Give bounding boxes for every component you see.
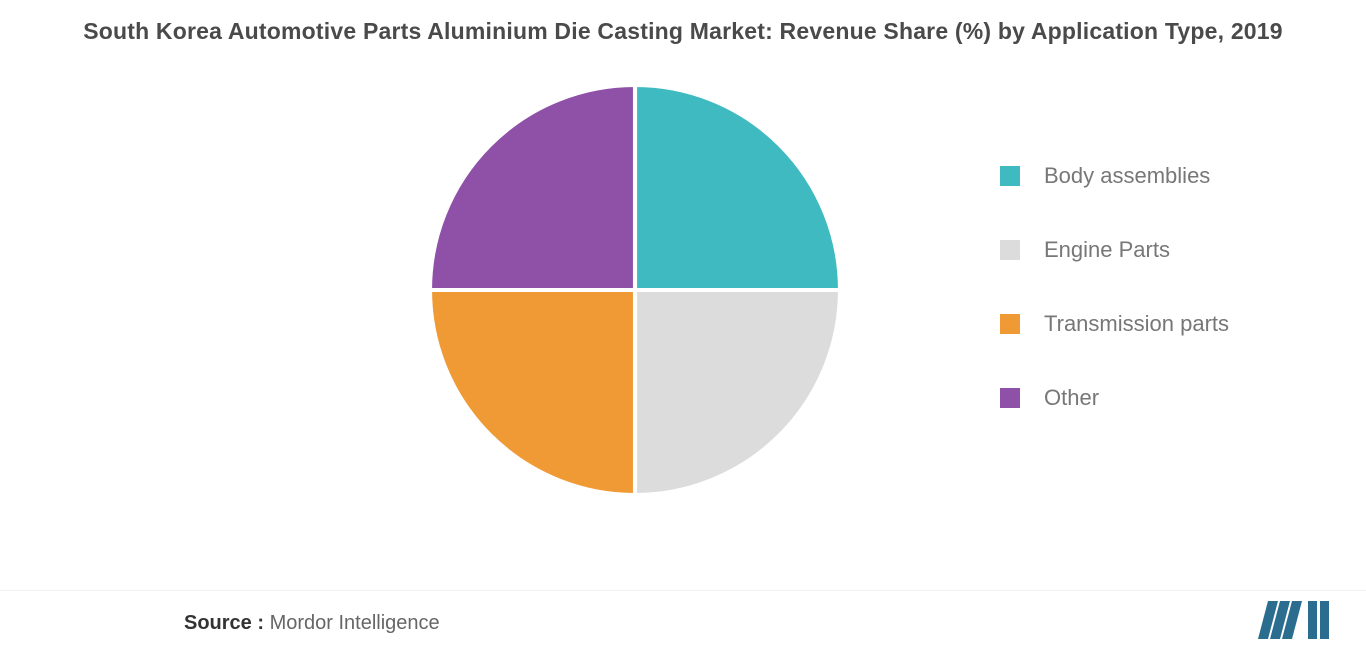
- legend-swatch: [1000, 166, 1020, 186]
- divider: [0, 590, 1366, 591]
- brand-logo: [1258, 599, 1336, 641]
- legend-swatch: [1000, 314, 1020, 334]
- legend-item: Other: [1000, 385, 1360, 411]
- source-label: Source :: [184, 612, 270, 634]
- pie-slice: [430, 85, 635, 290]
- legend-label: Other: [1044, 385, 1099, 411]
- legend-label: Body assemblies: [1044, 163, 1210, 189]
- legend-label: Engine Parts: [1044, 237, 1170, 263]
- source-line: Source : Mordor Intelligence: [184, 612, 440, 635]
- pie-chart: [430, 85, 840, 495]
- pie-svg: [430, 85, 840, 495]
- legend-item: Body assemblies: [1000, 163, 1360, 189]
- brand-logo-svg: [1258, 599, 1336, 641]
- legend-item: Transmission parts: [1000, 311, 1360, 337]
- chart-area: Body assemblies Engine Parts Transmission …: [40, 45, 1326, 565]
- legend: Body assemblies Engine Parts Transmission …: [1000, 163, 1360, 459]
- legend-swatch: [1000, 388, 1020, 408]
- chart-card: South Korea Automotive Parts Aluminium D…: [0, 0, 1366, 655]
- pie-slice: [635, 290, 840, 495]
- chart-title: South Korea Automotive Parts Aluminium D…: [40, 18, 1326, 45]
- legend-label: Transmission parts: [1044, 311, 1229, 337]
- legend-item: Engine Parts: [1000, 237, 1360, 263]
- pie-slice: [635, 85, 840, 290]
- pie-slice: [430, 290, 635, 495]
- legend-swatch: [1000, 240, 1020, 260]
- source-name: Mordor Intelligence: [270, 612, 440, 634]
